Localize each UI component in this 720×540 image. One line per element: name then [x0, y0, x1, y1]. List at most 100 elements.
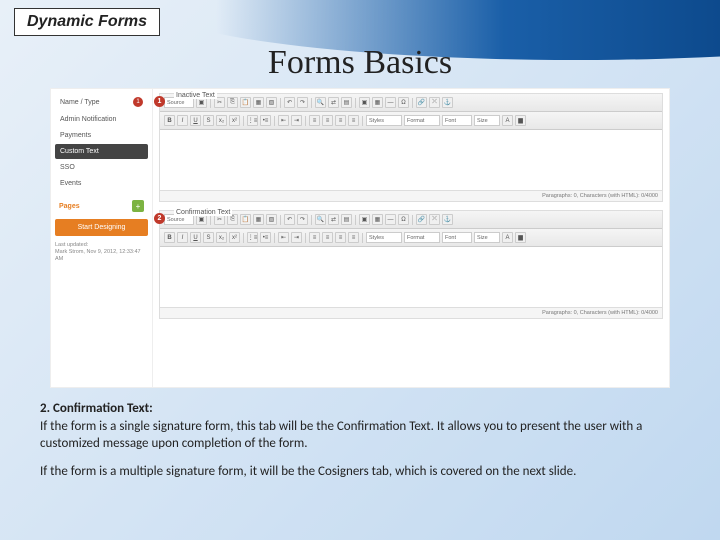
body-heading: 2. Confirmation Text:: [40, 401, 153, 416]
sidebar-item-admin[interactable]: Admin Notification: [55, 112, 148, 127]
indent-icon[interactable]: ⇥: [291, 232, 302, 243]
styles-select-2[interactable]: Styles: [366, 232, 402, 243]
outdent-icon[interactable]: ⇤: [278, 115, 289, 126]
link-icon[interactable]: 🔗: [416, 97, 427, 108]
editor-label-1: Inactive Text: [174, 92, 217, 99]
sidebar-item-custom-text[interactable]: Custom Text: [55, 144, 148, 159]
copy-icon[interactable]: ⎘: [227, 97, 238, 108]
italic-icon[interactable]: I: [177, 232, 188, 243]
app-screenshot: Name / Type 1 Admin Notification Payment…: [50, 88, 670, 388]
bullist-icon[interactable]: •≡: [260, 232, 271, 243]
align-right-icon[interactable]: ≡: [335, 232, 346, 243]
pages-row: Pages +: [55, 197, 148, 215]
hr-icon[interactable]: —: [385, 214, 396, 225]
align-right-icon[interactable]: ≡: [335, 115, 346, 126]
bgcolor-icon[interactable]: ▆: [515, 115, 526, 126]
size-select-2[interactable]: Size: [474, 232, 500, 243]
image-icon[interactable]: ▣: [359, 97, 370, 108]
sidebar-item-name-type[interactable]: Name / Type 1: [55, 93, 148, 111]
unlink-icon[interactable]: ⤫: [429, 97, 440, 108]
select-all-icon[interactable]: ▤: [341, 97, 352, 108]
image-icon[interactable]: ▣: [359, 214, 370, 225]
format-select[interactable]: Format: [404, 115, 440, 126]
editor-footer-2: Paragraphs: 0, Characters (with HTML): 0…: [160, 307, 662, 318]
font-select-2[interactable]: Font: [442, 232, 472, 243]
sup-icon[interactable]: x²: [229, 232, 240, 243]
redo-icon[interactable]: ↷: [297, 214, 308, 225]
font-select[interactable]: Font: [442, 115, 472, 126]
align-justify-icon[interactable]: ≡: [348, 232, 359, 243]
logo-text: Dynamic Forms: [27, 13, 147, 30]
editor-body-2[interactable]: [160, 247, 662, 307]
add-page-button[interactable]: +: [132, 200, 144, 212]
body-p1: If the form is a single signature form, …: [40, 419, 642, 452]
bold-icon[interactable]: B: [164, 115, 175, 126]
paste-text-icon[interactable]: ▦: [253, 214, 264, 225]
redo-icon[interactable]: ↷: [297, 97, 308, 108]
paste-word-icon[interactable]: ▧: [266, 214, 277, 225]
textcolor-icon[interactable]: A: [502, 232, 513, 243]
paste-text-icon[interactable]: ▦: [253, 97, 264, 108]
sup-icon[interactable]: x²: [229, 115, 240, 126]
sub-icon[interactable]: x₂: [216, 115, 227, 126]
editor-body-1[interactable]: [160, 130, 662, 190]
numlist-icon[interactable]: ⋮≡: [247, 232, 258, 243]
find-icon[interactable]: 🔍: [315, 214, 326, 225]
indent-icon[interactable]: ⇥: [291, 115, 302, 126]
bold-icon[interactable]: B: [164, 232, 175, 243]
page-title: Forms Basics: [0, 44, 720, 82]
callout-1: 1: [154, 96, 165, 107]
table-icon[interactable]: ▦: [372, 214, 383, 225]
bgcolor-icon[interactable]: ▆: [515, 232, 526, 243]
styles-select[interactable]: Styles: [366, 115, 402, 126]
body-p2: If the form is a multiple signature form…: [40, 463, 680, 481]
select-all-icon[interactable]: ▤: [341, 214, 352, 225]
align-center-icon[interactable]: ≡: [322, 115, 333, 126]
paste-icon[interactable]: 📋: [240, 97, 251, 108]
italic-icon[interactable]: I: [177, 115, 188, 126]
format-select-2[interactable]: Format: [404, 232, 440, 243]
find-icon[interactable]: 🔍: [315, 97, 326, 108]
sidebar-item-payments[interactable]: Payments: [55, 128, 148, 143]
last-updated: Last updated: Mark Strom, Nov 9, 2012, 1…: [55, 242, 148, 263]
updated-label: Last updated:: [55, 242, 148, 249]
textcolor-icon[interactable]: A: [502, 115, 513, 126]
paste-icon[interactable]: 📋: [240, 214, 251, 225]
underline-icon[interactable]: U: [190, 115, 201, 126]
sidebar-item-sso[interactable]: SSO: [55, 160, 148, 175]
numlist-icon[interactable]: ⋮≡: [247, 115, 258, 126]
unlink-icon[interactable]: ⤫: [429, 214, 440, 225]
hr-icon[interactable]: —: [385, 97, 396, 108]
link-icon[interactable]: 🔗: [416, 214, 427, 225]
bullist-icon[interactable]: •≡: [260, 115, 271, 126]
special-char-icon[interactable]: Ω: [398, 97, 409, 108]
replace-icon[interactable]: ⇄: [328, 97, 339, 108]
align-center-icon[interactable]: ≡: [322, 232, 333, 243]
table-icon[interactable]: ▦: [372, 97, 383, 108]
start-designing-button[interactable]: Start Designing: [55, 219, 148, 236]
align-left-icon[interactable]: ≡: [309, 232, 320, 243]
undo-icon[interactable]: ↶: [284, 97, 295, 108]
replace-icon[interactable]: ⇄: [328, 214, 339, 225]
editor-toolbar-2: Source ▣ ✂ ⎘ 📋 ▦ ▧ ↶ ↷ 🔍 ⇄ ▤ ▣ ▦ — Ω: [160, 211, 662, 229]
paste-word-icon[interactable]: ▧: [266, 97, 277, 108]
anchor-icon[interactable]: ⚓: [442, 214, 453, 225]
sub-icon[interactable]: x₂: [216, 232, 227, 243]
sidebar-item-events[interactable]: Events: [55, 176, 148, 191]
anchor-icon[interactable]: ⚓: [442, 97, 453, 108]
undo-icon[interactable]: ↶: [284, 214, 295, 225]
editor-toolbar-1: Source ▣ ✂ ⎘ 📋 ▦ ▧ ↶ ↷ 🔍 ⇄ ▤ ▣ ▦ — Ω: [160, 94, 662, 112]
editor-confirmation-text: 2 Confirmation Text Source ▣ ✂ ⎘ 📋 ▦ ▧ ↶…: [159, 210, 663, 319]
align-justify-icon[interactable]: ≡: [348, 115, 359, 126]
outdent-icon[interactable]: ⇤: [278, 232, 289, 243]
pages-label: Pages: [59, 203, 80, 210]
strike-icon[interactable]: S: [203, 232, 214, 243]
underline-icon[interactable]: U: [190, 232, 201, 243]
strike-icon[interactable]: S: [203, 115, 214, 126]
size-select[interactable]: Size: [474, 115, 500, 126]
logo: Dynamic Forms: [14, 8, 160, 36]
editor-toolbar-1b: B I U S x₂ x² ⋮≡ •≡ ⇤ ⇥ ≡ ≡ ≡ ≡ Styles F…: [160, 112, 662, 130]
editor-toolbar-2b: B I U S x₂ x² ⋮≡ •≡ ⇤ ⇥ ≡ ≡ ≡ ≡ Styles F…: [160, 229, 662, 247]
align-left-icon[interactable]: ≡: [309, 115, 320, 126]
special-char-icon[interactable]: Ω: [398, 214, 409, 225]
